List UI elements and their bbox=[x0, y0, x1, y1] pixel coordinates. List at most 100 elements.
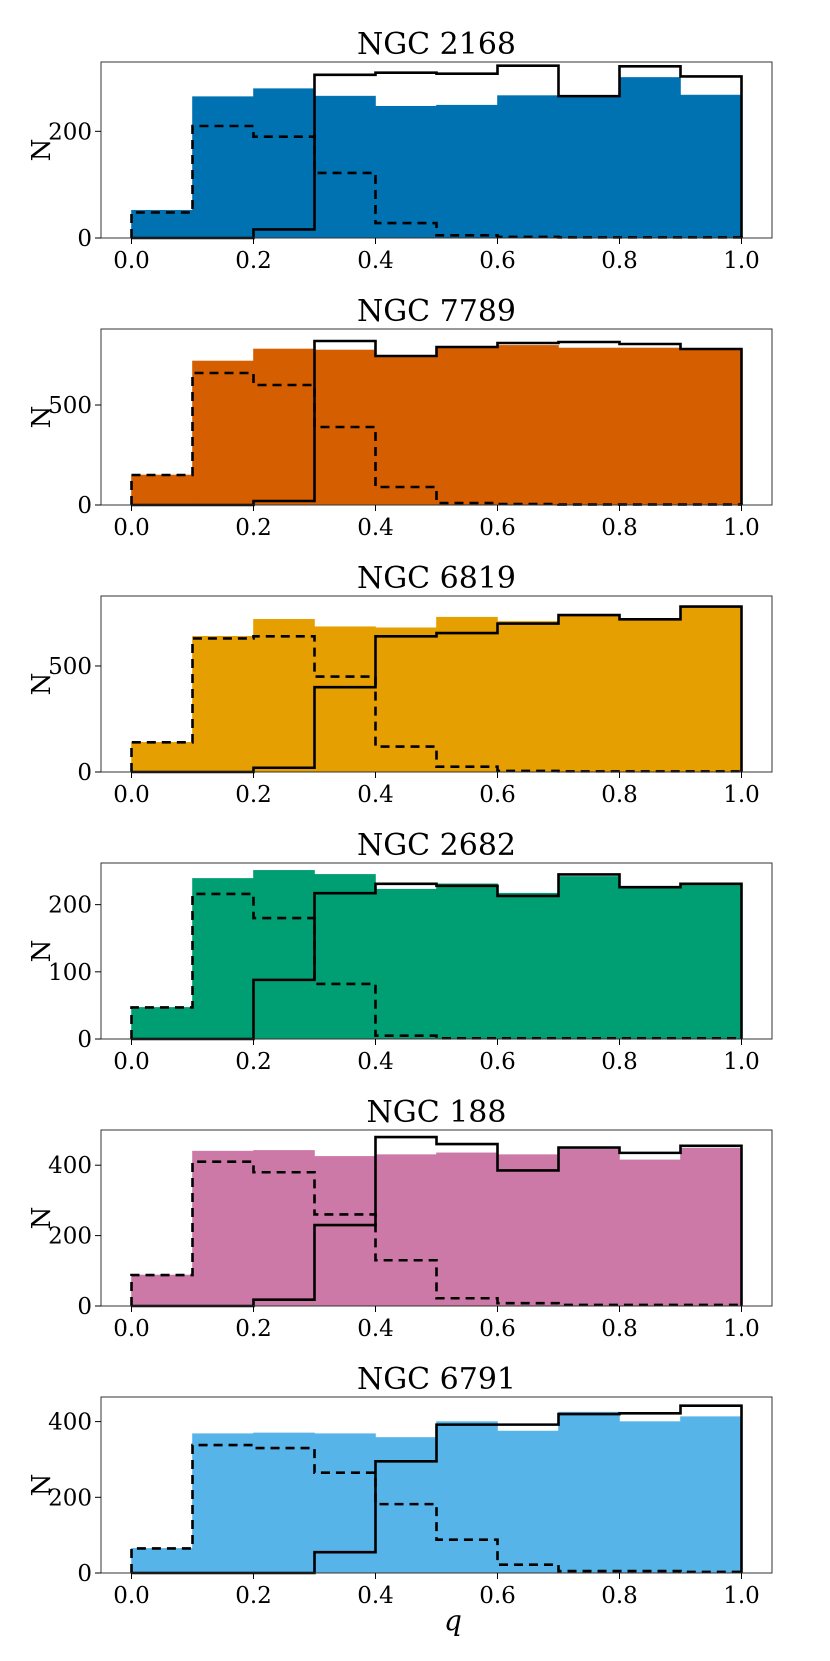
dashed-step-line bbox=[130, 124, 743, 239]
y-tick-label: 0 bbox=[77, 760, 92, 786]
x-tick-label: 0.0 bbox=[113, 782, 150, 808]
filled-bar bbox=[253, 88, 315, 239]
filled-bar bbox=[192, 878, 254, 1040]
filled-bar bbox=[619, 620, 681, 773]
panel-5: NGC 188 0 200 400 N 0.0 0.2 0.4 0.6 0.8 1.0 bbox=[27, 1095, 773, 1342]
filled-bar bbox=[314, 1433, 376, 1574]
x-tick-label: 0.4 bbox=[357, 1583, 394, 1609]
solid-step-line bbox=[131, 605, 743, 774]
dashed-step-line bbox=[130, 1160, 743, 1307]
filled-bar bbox=[131, 474, 193, 506]
x-tick-label: 0.6 bbox=[479, 515, 516, 541]
x-tick-label: 0.8 bbox=[601, 1583, 638, 1609]
x-tick-label: 1.0 bbox=[723, 1316, 760, 1342]
filled-bar bbox=[497, 345, 559, 506]
filled-bar bbox=[680, 884, 742, 1040]
panel-title: NGC 6819 bbox=[357, 561, 516, 596]
plot-frame bbox=[100, 61, 773, 239]
x-tick-label: 0.6 bbox=[479, 1049, 516, 1075]
x-tick-label: 0.8 bbox=[601, 1049, 638, 1075]
x-tick-label: 0.0 bbox=[113, 515, 150, 541]
y-axis-label: N bbox=[27, 1207, 57, 1230]
x-tick-label: 0.2 bbox=[235, 1316, 272, 1342]
filled-bar bbox=[131, 1548, 193, 1574]
x-tick-label: 0.4 bbox=[357, 248, 394, 274]
plot-frame bbox=[100, 1396, 773, 1574]
x-tick-label: 0.4 bbox=[357, 515, 394, 541]
filled-bar bbox=[375, 105, 437, 239]
filled-bar bbox=[375, 355, 437, 506]
y-axis-label: N bbox=[27, 139, 57, 162]
filled-bar bbox=[253, 1432, 315, 1574]
y-tick-label: 200 bbox=[48, 1485, 92, 1511]
panel-title: NGC 6791 bbox=[357, 1362, 516, 1397]
filled-bar bbox=[375, 627, 437, 773]
x-tick-label: 0.0 bbox=[113, 1583, 150, 1609]
filled-bar bbox=[497, 1154, 559, 1307]
filled-bar bbox=[619, 77, 681, 239]
filled-bar bbox=[619, 347, 681, 506]
x-tick-label: 0.0 bbox=[113, 1316, 150, 1342]
x-tick-label: 0.8 bbox=[601, 1316, 638, 1342]
x-tick-label: 0.0 bbox=[113, 1049, 150, 1075]
solid-step-line bbox=[131, 1135, 743, 1308]
filled-bar bbox=[436, 883, 498, 1040]
x-tick-label: 0.2 bbox=[235, 515, 272, 541]
filled-bar bbox=[314, 626, 376, 773]
x-tick-label: 0.8 bbox=[601, 782, 638, 808]
filled-bar bbox=[375, 888, 437, 1040]
y-tick-label: 400 bbox=[48, 1410, 92, 1436]
filled-bar bbox=[558, 96, 620, 239]
filled-bar bbox=[375, 1154, 437, 1307]
filled-bar bbox=[497, 95, 559, 239]
y-tick-label: 500 bbox=[48, 654, 92, 680]
filled-bar bbox=[497, 1430, 559, 1574]
plot-frame bbox=[100, 862, 773, 1040]
filled-bar bbox=[558, 1149, 620, 1307]
y-axis-label: N bbox=[27, 673, 57, 696]
panel-4: NGC 2682 0 100 200 N 0.0 0.2 0.4 0.6 0.8 1.0 bbox=[27, 828, 773, 1075]
panel-title: NGC 7789 bbox=[357, 294, 516, 329]
y-tick-label: 0 bbox=[77, 493, 92, 519]
panel-title: NGC 188 bbox=[367, 1095, 507, 1130]
filled-bar bbox=[436, 104, 498, 239]
filled-bar bbox=[192, 1150, 254, 1307]
solid-step-line bbox=[131, 873, 743, 1041]
x-tick-label: 0.8 bbox=[601, 515, 638, 541]
panel-6: NGC 6791 0 200 400 N 0.0 0.2 0.4 0.6 0.8 1.0 bbox=[27, 1362, 773, 1609]
y-axis-label: N bbox=[27, 940, 57, 963]
panel-title: NGC 2682 bbox=[357, 828, 516, 863]
x-tick-label: 0.0 bbox=[113, 248, 150, 274]
filled-bar bbox=[131, 1007, 193, 1040]
filled-bar bbox=[619, 1421, 681, 1574]
filled-bar bbox=[131, 742, 193, 773]
filled-bar bbox=[253, 348, 315, 506]
x-tick-label: 1.0 bbox=[723, 515, 760, 541]
filled-bar bbox=[680, 94, 742, 239]
filled-bar bbox=[497, 892, 559, 1040]
dashed-step-line bbox=[130, 1443, 743, 1574]
y-tick-label: 0 bbox=[77, 1027, 92, 1053]
y-tick-label: 0 bbox=[77, 1561, 92, 1587]
filled-bar bbox=[436, 346, 498, 506]
filled-bar bbox=[131, 1274, 193, 1307]
y-tick-label: 0 bbox=[77, 1294, 92, 1320]
y-tick-label: 200 bbox=[48, 1224, 92, 1250]
x-tick-label: 0.6 bbox=[479, 1583, 516, 1609]
x-tick-label: 0.6 bbox=[479, 1316, 516, 1342]
y-tick-label: 400 bbox=[48, 1153, 92, 1179]
filled-bar bbox=[314, 95, 376, 239]
dashed-step-line bbox=[130, 892, 743, 1040]
plot-frame bbox=[100, 1129, 773, 1307]
solid-step-line bbox=[131, 64, 743, 240]
filled-bar bbox=[192, 635, 254, 773]
filled-bar bbox=[131, 209, 193, 239]
x-tick-label: 0.6 bbox=[479, 248, 516, 274]
filled-bar bbox=[680, 607, 742, 773]
filled-bar bbox=[253, 1150, 315, 1307]
panel-title: NGC 2168 bbox=[357, 27, 516, 62]
filled-bar bbox=[314, 1156, 376, 1307]
